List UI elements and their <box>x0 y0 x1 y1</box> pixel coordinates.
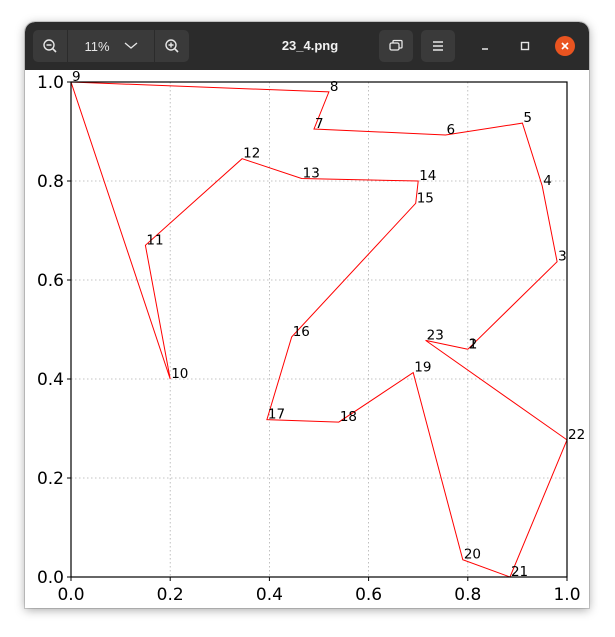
point-label: 15 <box>417 190 434 206</box>
x-tick-label: 0.8 <box>454 585 481 605</box>
point-label: 21 <box>511 564 528 580</box>
point-label: 12 <box>243 146 260 162</box>
minimize-button[interactable] <box>476 37 494 55</box>
main-menu-button[interactable] <box>421 30 455 62</box>
y-tick-label: 0.2 <box>37 469 64 489</box>
y-tick-label: 1.0 <box>37 73 64 93</box>
view-mode-button[interactable] <box>379 30 413 62</box>
maximize-icon <box>520 41 530 51</box>
point-label: 22 <box>568 427 585 443</box>
window-mode-icon <box>389 39 403 51</box>
point-label: 14 <box>419 168 436 184</box>
point-label: 4 <box>543 173 552 189</box>
route-path <box>70 81 568 578</box>
y-tick-label: 0.8 <box>37 172 64 192</box>
x-axis-ticks: 0.0 0.2 0.4 0.6 0.8 1.0 <box>57 577 581 605</box>
point-label: 11 <box>146 232 163 248</box>
zoom-controls: 11% <box>33 30 189 62</box>
close-icon <box>561 42 569 50</box>
point-label: 18 <box>340 409 357 425</box>
zoom-level-value: 11% <box>84 38 110 54</box>
point-label: 10 <box>171 366 188 382</box>
point-label: 7 <box>315 116 324 132</box>
zoom-level-dropdown[interactable]: 11% <box>68 30 154 62</box>
point-label: 19 <box>414 360 431 376</box>
plot-frame <box>70 81 568 578</box>
x-tick-label: 1.0 <box>553 585 580 605</box>
point-label: 13 <box>303 166 320 182</box>
y-axis-ticks: 0.0 0.2 0.4 0.6 0.8 1.0 <box>37 73 71 588</box>
point-label: 8 <box>330 79 339 95</box>
point-label: 6 <box>446 122 455 138</box>
x-tick-label: 0.0 <box>57 585 84 605</box>
minimize-icon <box>482 48 488 50</box>
point-label: 2 <box>469 336 478 352</box>
plot-grid <box>71 82 567 577</box>
image-viewer-window: 11% 23_4.png <box>25 22 589 608</box>
x-tick-label: 0.4 <box>256 585 283 605</box>
point-label: 20 <box>464 547 481 563</box>
point-label: 23 <box>427 327 444 343</box>
window-title: 23_4.png <box>281 38 339 53</box>
point-label: 16 <box>293 324 310 340</box>
point-label: 5 <box>523 110 532 126</box>
header-bar: 11% 23_4.png <box>25 22 589 70</box>
x-tick-label: 0.6 <box>355 585 382 605</box>
route-line <box>70 81 568 578</box>
zoom-in-button[interactable] <box>154 30 189 62</box>
zoom-out-icon <box>43 39 57 53</box>
point-label: 3 <box>558 249 567 265</box>
chevron-down-icon <box>124 42 137 49</box>
maximize-button[interactable] <box>516 37 534 55</box>
x-tick-label: 0.2 <box>157 585 184 605</box>
point-label: 1 <box>469 336 478 352</box>
y-tick-label: 0.4 <box>37 370 64 390</box>
zoom-in-icon <box>165 39 179 53</box>
point-label: 9 <box>72 70 81 85</box>
y-tick-label: 0.0 <box>37 568 64 588</box>
hamburger-menu-icon <box>433 41 443 51</box>
close-button[interactable] <box>555 36 575 56</box>
point-label: 17 <box>268 407 285 423</box>
zoom-out-button[interactable] <box>33 30 68 62</box>
y-tick-label: 0.6 <box>37 271 64 291</box>
route-plot: 0.0 0.2 0.4 0.6 0.8 1.0 0.00.20.40.60.81.0 12… <box>37 69 585 605</box>
